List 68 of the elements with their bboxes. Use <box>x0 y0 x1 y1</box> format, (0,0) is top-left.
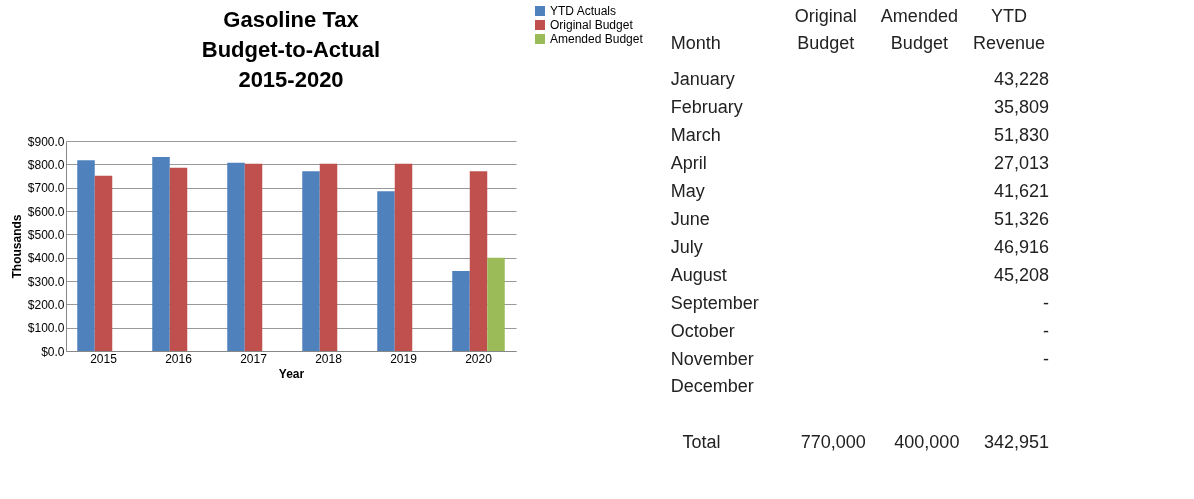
y-tick-label: $300.0 <box>27 274 65 289</box>
category-label: October <box>670 320 735 341</box>
text: 27,013 <box>994 153 1050 174</box>
text: 51,326 <box>994 208 1050 229</box>
category-label: May <box>670 181 705 202</box>
category-label: December <box>670 376 754 397</box>
category-label: August <box>670 264 727 285</box>
y-axis-title: Thousands <box>9 214 24 279</box>
y-tick-label: $600.0 <box>27 204 65 219</box>
bar <box>394 163 413 351</box>
text: 342,951 <box>984 432 1050 453</box>
x-tick-label: 2019 <box>390 351 418 366</box>
text: Gasoline Tax <box>223 7 359 32</box>
text: 400,000 <box>894 432 960 453</box>
bar <box>169 167 188 351</box>
category-label: November <box>670 348 754 369</box>
category-label: September <box>670 292 759 313</box>
category-label: June <box>670 208 710 229</box>
text: 51,830 <box>994 125 1050 146</box>
text: 2015-2020 <box>238 67 344 92</box>
x-tick-label: 2016 <box>165 351 193 366</box>
y-tick-label: $100.0 <box>27 321 65 336</box>
text: 35,809 <box>994 97 1050 118</box>
text: - <box>1043 348 1050 369</box>
bar <box>469 171 488 351</box>
text: 770,000 <box>800 432 866 453</box>
y-tick-label: $900.0 <box>27 134 65 149</box>
text: 46,916 <box>994 236 1050 257</box>
y-tick-label: $500.0 <box>27 227 65 242</box>
bar <box>227 162 245 351</box>
bar <box>319 163 338 351</box>
category-label: Amended Budget <box>880 5 958 53</box>
category-label: July <box>670 236 703 257</box>
bar <box>302 171 320 351</box>
y-tick-label: $200.0 <box>27 297 65 312</box>
category-label: Month <box>670 32 721 53</box>
text: 41,621 <box>994 181 1050 202</box>
x-tick-label: 2015 <box>90 351 118 366</box>
category-label: January <box>670 69 735 90</box>
x-tick-label: 2020 <box>465 351 493 366</box>
category-label: Original Budget <box>794 5 857 53</box>
category-label: YTD Revenue <box>973 5 1046 53</box>
y-tick-label: $800.0 <box>27 157 65 172</box>
text: 43,228 <box>994 69 1050 90</box>
category-label: April <box>670 153 707 174</box>
bar <box>377 191 395 351</box>
category-label: February <box>670 97 743 118</box>
category-label: Total <box>682 432 721 453</box>
bar <box>152 157 170 351</box>
bar <box>244 163 263 351</box>
bar <box>94 175 113 351</box>
y-tick-label: $0.0 <box>41 344 65 359</box>
text: 45,208 <box>994 264 1050 285</box>
legend-label: Original Budget <box>550 18 634 32</box>
x-tick-label: 2017 <box>240 351 268 366</box>
text: - <box>1043 292 1050 313</box>
x-tick-label: 2018 <box>315 351 343 366</box>
bar <box>487 257 505 351</box>
legend-label: Amended Budget <box>550 32 644 46</box>
y-tick-label: $400.0 <box>27 251 65 266</box>
text: Budget-to-Actual <box>201 37 381 62</box>
text: - <box>1043 320 1050 341</box>
bar <box>452 270 470 351</box>
x-axis-title: Year <box>278 366 305 381</box>
bar <box>77 160 95 351</box>
y-tick-label: $700.0 <box>27 181 65 196</box>
category-label: March <box>670 125 721 146</box>
legend-label: YTD Actuals <box>550 4 617 18</box>
